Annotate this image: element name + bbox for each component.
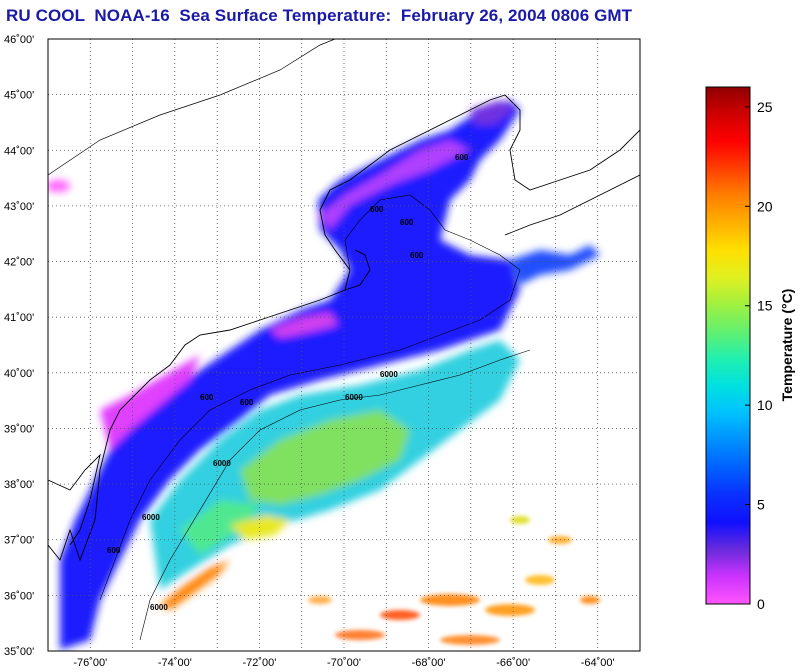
colorbar: 0 5 10 15 20 25 Temperature (°C) — [705, 86, 795, 612]
contour-depth-label: 600 — [455, 153, 469, 162]
lat-label: 39˚00' — [4, 423, 34, 435]
colorbar-scale — [705, 86, 751, 605]
lat-label: 42˚00' — [4, 257, 34, 269]
colorbar-tick-label: 5 — [757, 497, 765, 513]
isobath-6000 — [139, 349, 531, 641]
delmarva-coast — [48, 453, 101, 546]
contour-depth-label: 6000 — [150, 603, 168, 612]
latitude-axis-labels: 46˚00' 45˚00' 44˚00' 43˚00' 42˚00' 41˚00' 40˚0… — [4, 34, 34, 658]
contour-depth-label: 6000 — [380, 370, 398, 379]
lat-label: 37˚00' — [4, 535, 34, 547]
contour-depth-label: 6000 — [345, 393, 363, 402]
contour-depth-label: 600 — [200, 393, 214, 402]
coastline — [48, 94, 640, 562]
contour-depth-label: 6000 — [142, 513, 160, 522]
contour-depth-label: 600 — [240, 398, 254, 407]
lat-label: 44˚00' — [4, 145, 34, 157]
colorbar-title: Temperature (°C) — [779, 289, 795, 402]
lon-label: -64˚00' — [581, 657, 615, 669]
longitude-axis-labels: -76˚00' -74˚00' -72˚00' -70˚00' -68˚00' -66˚0… — [73, 657, 614, 669]
lon-label: -72˚00' — [242, 657, 276, 669]
map-frame — [47, 38, 641, 652]
nova-scotia-coast — [504, 174, 640, 236]
contour-depth-label: 600 — [410, 251, 424, 260]
lon-label: -74˚00' — [158, 657, 192, 669]
colorbar-tick-label: 25 — [757, 99, 773, 115]
warm-core-green — [240, 410, 410, 505]
lat-label: 43˚00' — [4, 201, 34, 213]
colorbar-ticks: 0 5 10 15 20 25 — [745, 99, 773, 612]
sst-plot-area: 600 600 600 600 600 600 6000 6000 6000 6000 600 600… — [48, 39, 640, 651]
isobath-600 — [99, 194, 521, 601]
lat-label: 46˚00' — [4, 34, 34, 46]
scotian-shelf-patches — [510, 245, 600, 285]
lon-label: -66˚00' — [496, 657, 530, 669]
lat-label: 35˚00' — [4, 646, 34, 658]
colorbar-tick-label: 20 — [757, 198, 773, 214]
maine-coast-cold — [320, 140, 470, 230]
lat-label: 41˚00' — [4, 312, 34, 324]
nearshore-cold-water — [100, 355, 200, 450]
contour-depth-label: 600 — [400, 218, 414, 227]
colorbar-tick-label: 10 — [757, 397, 773, 413]
contour-depth-label: 600 — [370, 205, 384, 214]
lat-label: 36˚00' — [4, 590, 34, 602]
gulf-stream-edge — [160, 560, 230, 610]
yellow-patch — [230, 515, 290, 540]
warm-scatter — [308, 516, 600, 645]
lat-label: 40˚00' — [4, 368, 34, 380]
lon-label: -76˚00' — [73, 657, 107, 669]
lon-label: -70˚00' — [327, 657, 361, 669]
lat-label: 38˚00' — [4, 479, 34, 491]
contour-depth-label: 600 — [107, 546, 121, 555]
colorbar-tick-label: 0 — [757, 596, 765, 612]
cold-spot-northwest — [48, 180, 70, 192]
mid-green-band — [180, 500, 260, 555]
map-title: RU COOL NOAA-16 Sea Surface Temperature:… — [6, 6, 633, 25]
long-island-sound-cold — [270, 312, 338, 338]
colorbar-tick-label: 15 — [757, 298, 773, 314]
cape-cod — [344, 249, 371, 291]
contour-label-group: 600 600 600 600 600 600 6000 6000 6000 6000 600 600… — [107, 153, 469, 612]
contour-depth-label: 6000 — [213, 459, 231, 468]
lat-label: 45˚00' — [4, 90, 34, 102]
graticule — [48, 39, 640, 651]
bay-of-fundy-cold — [470, 100, 515, 125]
lon-label: -68˚00' — [412, 657, 446, 669]
